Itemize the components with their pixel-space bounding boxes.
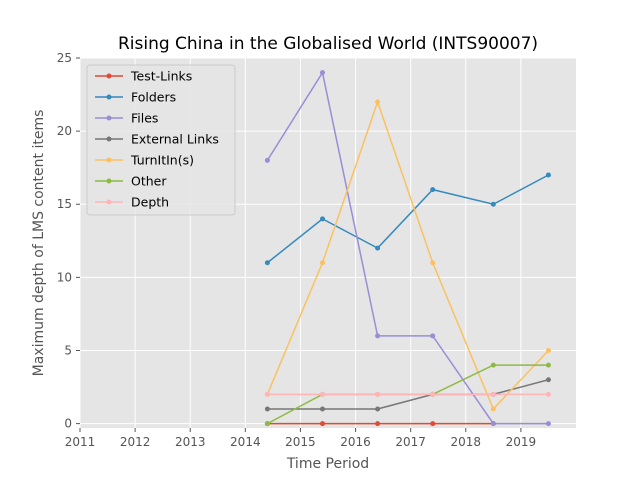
data-point-external-links — [319, 406, 325, 412]
data-point-files — [264, 157, 270, 163]
legend-label: Folders — [131, 90, 176, 105]
legend: Test-Links Folders Files External Links Turn… — [86, 64, 236, 216]
legend-label: TurnItIn(s) — [130, 153, 194, 168]
data-point-external-links — [545, 377, 551, 383]
y-tick-label: 20 — [57, 124, 72, 138]
data-point-files — [319, 70, 325, 76]
legend-item: Other — [95, 174, 167, 189]
data-point-folders — [430, 187, 436, 193]
x-tick-label: 2017 — [395, 435, 426, 449]
legend-swatch-marker — [106, 178, 112, 184]
data-point-folders — [375, 245, 381, 251]
series-depth — [264, 391, 551, 397]
x-tick-label: 2013 — [175, 435, 206, 449]
y-tick-label: 15 — [57, 197, 72, 211]
y-tick-label: 10 — [57, 270, 72, 284]
data-point-turnitin-s — [375, 99, 381, 105]
legend-label: Other — [131, 174, 167, 189]
data-point-folders — [319, 216, 325, 222]
series-layer — [264, 70, 551, 427]
x-tick-label: 2011 — [65, 435, 96, 449]
series-files — [264, 70, 551, 427]
data-point-folders — [490, 201, 496, 207]
data-point-turnitin-s — [319, 260, 325, 266]
legend-item: Depth — [95, 195, 169, 210]
series-line-files — [266, 70, 549, 425]
data-point-folders — [545, 172, 551, 178]
legend-label: Files — [131, 111, 158, 126]
legend-swatch-marker — [106, 136, 112, 142]
series-turnitin-s — [264, 99, 551, 412]
x-tick-label: 2019 — [506, 435, 537, 449]
data-point-test-links — [430, 421, 436, 427]
legend-label: Test-Links — [130, 69, 192, 84]
y-tick-label: 5 — [64, 343, 72, 357]
data-point-other — [264, 421, 270, 427]
data-point-turnitin-s — [545, 347, 551, 353]
data-point-files — [430, 333, 436, 339]
series-folders — [264, 172, 551, 266]
axis-ticks: 2011 2012 2013 2014 2015 2016 2017 2018 20190510… — [57, 51, 536, 449]
y-tick-label: 25 — [57, 51, 72, 65]
legend-item: External Links — [95, 132, 219, 147]
legend-item: Folders — [95, 90, 176, 105]
legend-swatch-marker — [106, 199, 112, 205]
x-tick-label: 2018 — [451, 435, 482, 449]
series-line-external-links — [267, 379, 549, 410]
data-point-external-links — [264, 406, 270, 412]
legend-frame — [86, 64, 236, 216]
series-line-folders — [266, 174, 549, 264]
data-point-depth — [545, 391, 551, 397]
data-point-turnitin-s — [490, 406, 496, 412]
series-line-turnitin-s — [266, 99, 549, 411]
legend-label: Depth — [131, 195, 169, 210]
data-point-depth — [319, 391, 325, 397]
data-point-depth — [430, 391, 436, 397]
legend-label: External Links — [131, 132, 219, 147]
data-point-test-links — [375, 421, 381, 427]
data-point-turnitin-s — [430, 260, 436, 266]
legend-swatch-marker — [106, 157, 112, 163]
x-tick-label: 2015 — [285, 435, 316, 449]
chart-title: Rising China in the Globalised World (IN… — [118, 34, 538, 54]
data-point-folders — [264, 260, 270, 266]
x-tick-label: 2014 — [230, 435, 261, 449]
x-tick-label: 2012 — [120, 435, 151, 449]
legend-swatch-marker — [106, 115, 112, 121]
data-point-depth — [375, 391, 381, 397]
y-axis-label: Maximum depth of LMS content items — [31, 110, 47, 377]
data-point-other — [545, 362, 551, 368]
data-point-test-links — [319, 421, 325, 427]
data-point-external-links — [375, 406, 381, 412]
legend-item: Files — [95, 111, 158, 126]
legend-item: Test-Links — [95, 69, 192, 84]
data-point-files — [545, 421, 551, 427]
x-axis-label: Time Period — [286, 456, 369, 472]
legend-swatch-marker — [106, 94, 112, 100]
legend-item: TurnItIn(s) — [95, 153, 194, 168]
data-point-files — [490, 421, 496, 427]
data-point-depth — [264, 391, 270, 397]
data-point-other — [490, 362, 496, 368]
data-point-files — [375, 333, 381, 339]
y-tick-label: 0 — [64, 417, 72, 431]
data-point-depth — [490, 391, 496, 397]
x-tick-label: 2016 — [340, 435, 371, 449]
legend-swatch-marker — [106, 73, 112, 79]
